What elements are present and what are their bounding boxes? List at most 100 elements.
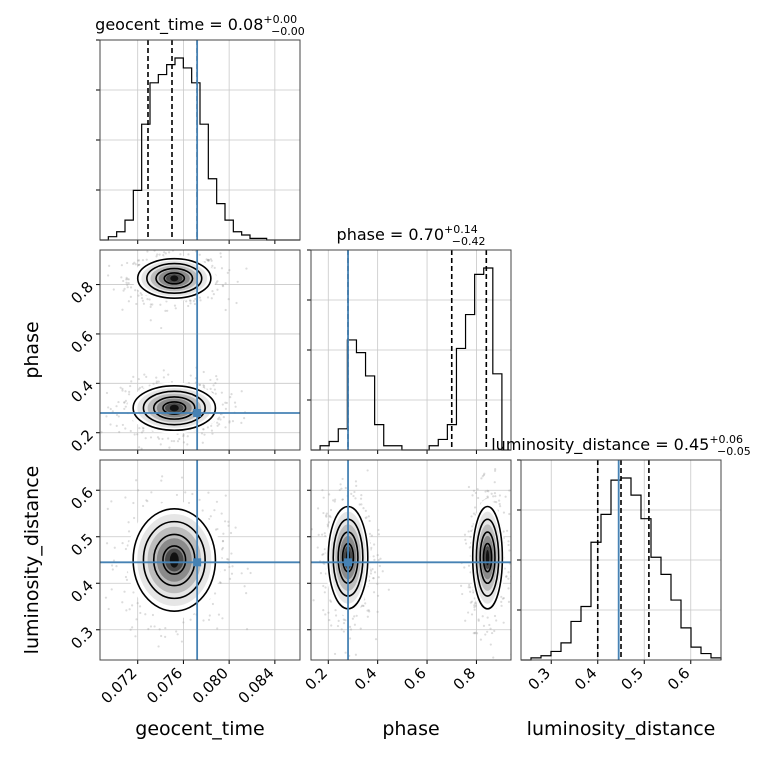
sample-point bbox=[160, 326, 163, 330]
contour-line bbox=[482, 542, 493, 573]
sample-point bbox=[495, 619, 498, 622]
density-layer bbox=[96, 475, 252, 648]
sample-point bbox=[355, 484, 358, 487]
sample-point bbox=[228, 269, 231, 272]
title-lower-error: −0.42 bbox=[452, 235, 486, 248]
sample-point bbox=[229, 396, 232, 399]
sample-point bbox=[350, 492, 353, 496]
axes-frame bbox=[99, 459, 301, 661]
sample-point bbox=[482, 473, 485, 477]
sample-point bbox=[352, 494, 355, 498]
sample-point bbox=[353, 623, 356, 626]
sample-point bbox=[323, 562, 326, 565]
sample-point bbox=[224, 401, 227, 404]
sample-point bbox=[148, 298, 151, 301]
axes-frame bbox=[99, 39, 301, 241]
sample-point bbox=[493, 629, 496, 633]
sample-point bbox=[486, 630, 489, 633]
sample-point bbox=[135, 618, 138, 621]
sample-point bbox=[475, 632, 479, 635]
sample-point bbox=[125, 578, 129, 582]
sample-point bbox=[184, 491, 187, 494]
scatter-panel-geocent_time-vs-luminosity_distance: 0.072 0.076 0.080 0.084 0.3 0.4 0.5 0.6 bbox=[67, 459, 301, 707]
density-peak bbox=[169, 404, 179, 412]
sample-point bbox=[105, 391, 109, 395]
y-axis-label-luminosity_distance: luminosity_distance bbox=[21, 466, 43, 655]
sample-point bbox=[168, 446, 171, 449]
sample-point bbox=[209, 258, 212, 261]
sample-point bbox=[486, 616, 489, 619]
sample-point bbox=[115, 565, 118, 568]
sample-point bbox=[157, 380, 160, 383]
sample-point bbox=[109, 423, 112, 426]
sample-point bbox=[133, 433, 136, 436]
sample-point bbox=[210, 429, 214, 432]
sample-point bbox=[372, 577, 375, 580]
sample-point bbox=[188, 299, 192, 302]
sample-point bbox=[329, 600, 333, 603]
sample-point bbox=[135, 302, 138, 306]
sample-point bbox=[324, 586, 327, 589]
contour-line bbox=[479, 531, 496, 585]
sample-point bbox=[512, 581, 514, 583]
title-lower-error: −0.05 bbox=[717, 445, 751, 458]
sample-point bbox=[471, 525, 474, 528]
sample-point bbox=[469, 586, 472, 589]
sample-point bbox=[179, 253, 182, 256]
x-tick-label: 0.072 bbox=[97, 664, 140, 707]
sample-point bbox=[508, 549, 511, 552]
sample-point bbox=[473, 506, 477, 509]
sample-point bbox=[366, 615, 369, 618]
sample-point bbox=[220, 512, 223, 515]
x-tick-label: 0.4 bbox=[571, 664, 601, 694]
sample-point bbox=[373, 558, 376, 561]
sample-point bbox=[155, 380, 158, 383]
sample-point bbox=[470, 613, 474, 616]
sample-point bbox=[125, 609, 128, 612]
sample-point bbox=[155, 382, 158, 385]
sample-point bbox=[467, 564, 471, 567]
contour-line bbox=[152, 396, 196, 420]
sample-point bbox=[218, 423, 221, 426]
sample-point bbox=[117, 400, 120, 404]
sample-point bbox=[96, 401, 98, 403]
sample-point bbox=[127, 300, 130, 303]
density-peak bbox=[170, 275, 179, 282]
sample-point bbox=[464, 542, 468, 545]
sample-point bbox=[134, 635, 137, 638]
x-tick-label: 0.8 bbox=[450, 664, 480, 694]
sample-point bbox=[228, 421, 231, 424]
sample-point bbox=[358, 503, 361, 506]
sample-point bbox=[231, 565, 234, 568]
sample-point bbox=[174, 307, 177, 310]
sample-point bbox=[128, 390, 131, 393]
sample-point bbox=[240, 572, 243, 575]
sample-point bbox=[206, 296, 210, 299]
sample-point bbox=[163, 251, 166, 254]
sample-point bbox=[469, 601, 472, 604]
sample-point bbox=[136, 602, 139, 605]
sample-point bbox=[129, 295, 132, 298]
sample-point bbox=[344, 486, 347, 490]
sample-point bbox=[334, 614, 338, 617]
sample-point bbox=[364, 602, 367, 605]
sample-point bbox=[229, 531, 233, 535]
sample-point bbox=[243, 417, 246, 420]
sample-point bbox=[213, 266, 216, 269]
sample-point bbox=[377, 576, 380, 579]
sample-point bbox=[372, 591, 376, 594]
sample-point bbox=[137, 294, 140, 297]
axes-frame bbox=[310, 459, 512, 661]
sample-point bbox=[137, 259, 141, 262]
sample-point bbox=[202, 428, 205, 431]
sample-point bbox=[473, 606, 476, 609]
sample-point bbox=[127, 278, 130, 281]
sample-point bbox=[227, 558, 230, 561]
sample-point bbox=[178, 437, 181, 441]
sample-point bbox=[96, 518, 98, 520]
y-tick-label: 0.4 bbox=[67, 577, 97, 607]
sample-point bbox=[193, 302, 197, 306]
sample-point bbox=[156, 436, 160, 439]
sample-point bbox=[507, 600, 511, 603]
sample-point bbox=[368, 519, 371, 523]
